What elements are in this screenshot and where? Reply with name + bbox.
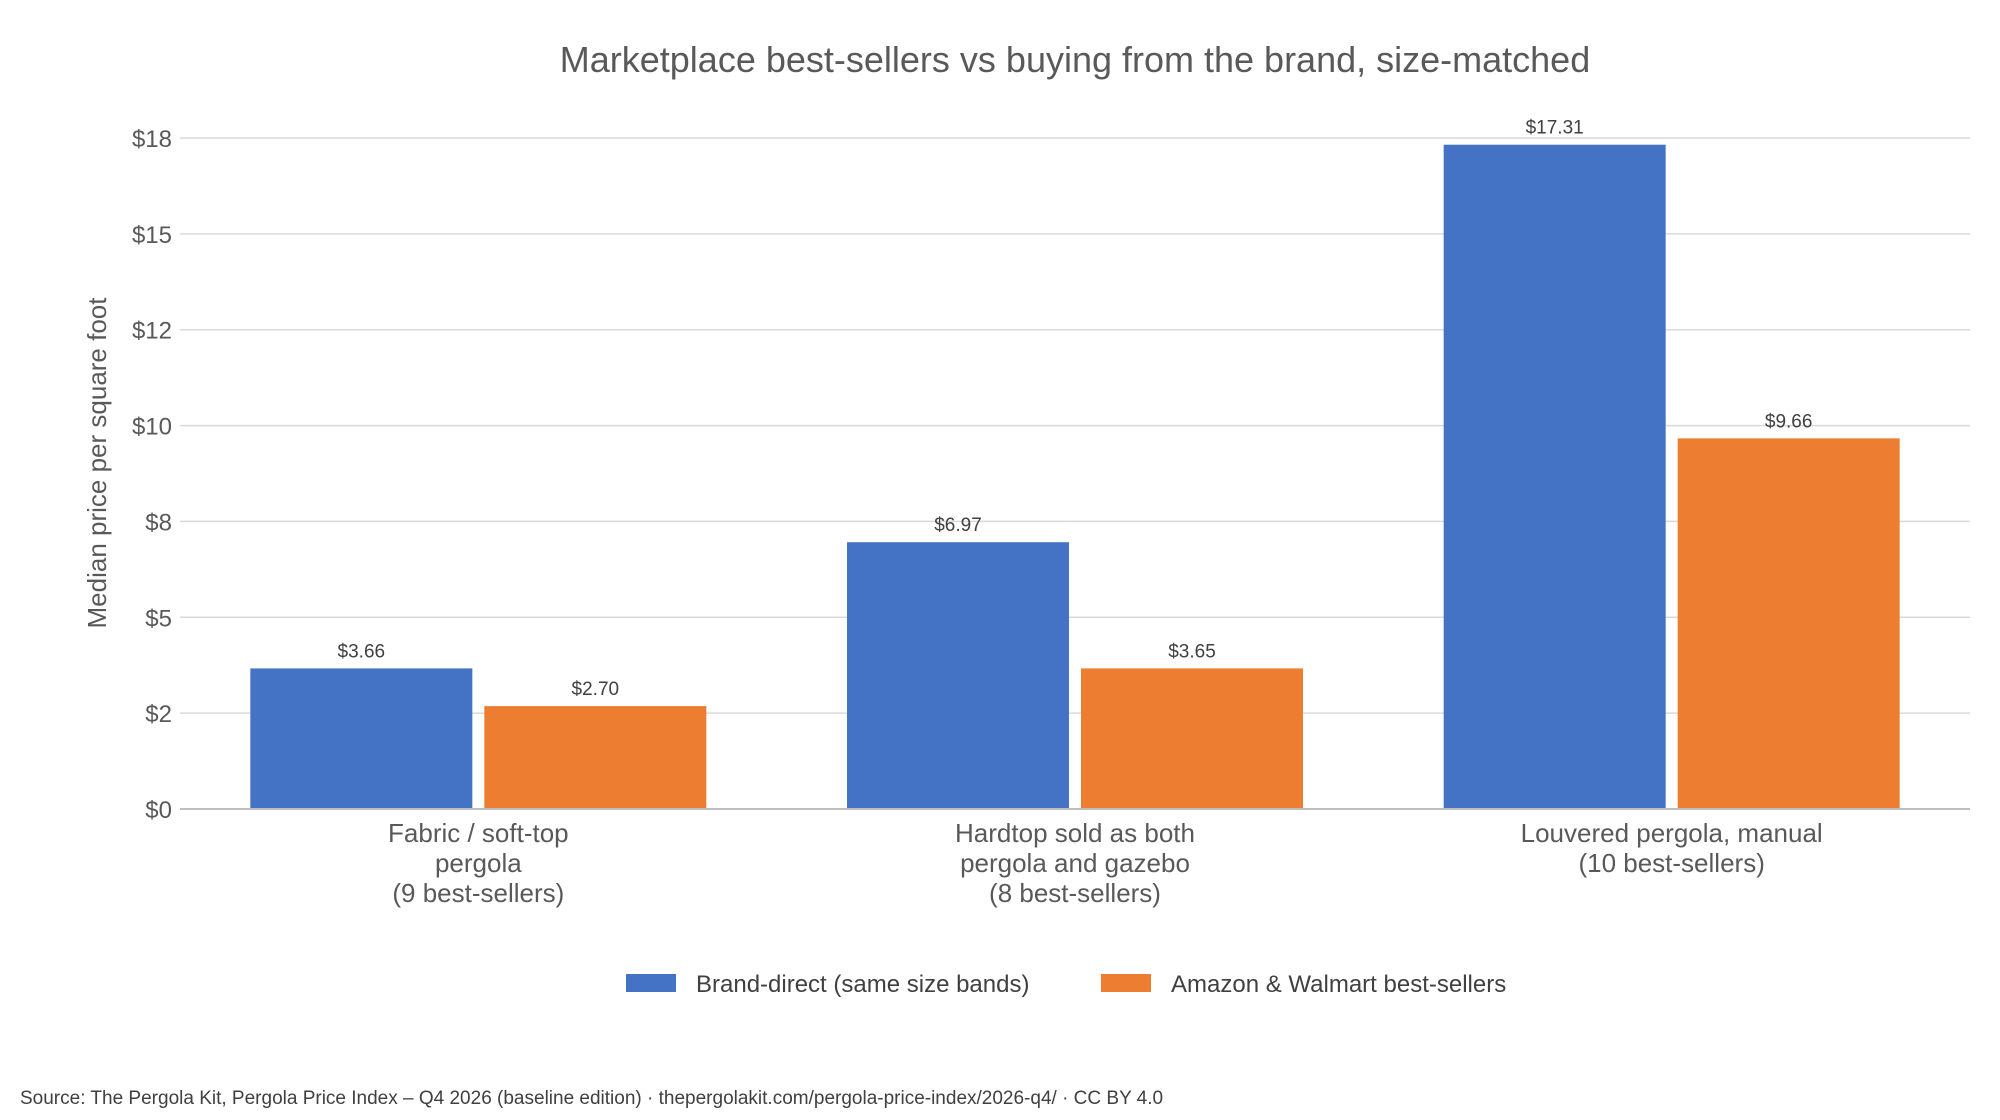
bars (250, 144, 1900, 809)
bar (1677, 438, 1900, 809)
bar (1081, 668, 1303, 809)
bar (484, 706, 707, 809)
data-label: $6.97 (934, 515, 982, 536)
x-tick-label: pergola and gazebo (960, 848, 1190, 878)
bar (250, 668, 473, 809)
bar (1443, 144, 1666, 809)
x-tick-label: Fabric / soft-top (388, 818, 569, 848)
bar (847, 542, 1069, 809)
y-tick-label: $18 (132, 126, 172, 153)
data-label: $2.70 (572, 679, 620, 700)
legend-swatch (626, 974, 676, 992)
legend-label: Amazon & Walmart best-sellers (1171, 971, 1506, 998)
x-tick-label: (8 best-sellers) (989, 878, 1161, 908)
legend-swatch (1101, 974, 1151, 992)
data-label: $17.31 (1526, 118, 1584, 139)
y-tick-label: $10 (132, 414, 172, 441)
x-tick-label: Hardtop sold as both (955, 818, 1195, 848)
y-tick-label: $8 (145, 509, 172, 536)
y-axis-ticks: $0 $2 $5 $8 $10 $12 $15 $18 (132, 126, 172, 824)
x-tick-label: (9 best-sellers) (392, 878, 564, 908)
data-label: $9.66 (1765, 411, 1813, 432)
y-tick-label: $0 (145, 797, 172, 824)
data-label: $3.65 (1168, 641, 1216, 662)
y-tick-label: $15 (132, 222, 172, 249)
data-label: $3.66 (338, 641, 386, 662)
x-tick-label: pergola (435, 848, 522, 878)
y-tick-label: $2 (145, 701, 172, 728)
source-note: Source: The Pergola Kit, Pergola Price I… (20, 1088, 1164, 1109)
legend-label: Brand-direct (same size bands) (696, 971, 1029, 998)
x-tick-label: Louvered pergola, manual (1521, 818, 1823, 848)
gridlines (180, 137, 1970, 714)
data-labels: $3.66 $2.70 $6.97 $3.65 $17.31 $9.66 (338, 118, 1813, 700)
chart-title: Marketplace best-sellers vs buying from … (560, 39, 1590, 80)
y-tick-label: $12 (132, 318, 172, 345)
x-tick-label: (10 best-sellers) (1578, 848, 1764, 878)
y-axis-label: Median price per square foot (82, 297, 112, 629)
y-tick-label: $5 (145, 605, 172, 632)
legend: Brand-direct (same size bands) Amazon & W… (626, 971, 1506, 998)
